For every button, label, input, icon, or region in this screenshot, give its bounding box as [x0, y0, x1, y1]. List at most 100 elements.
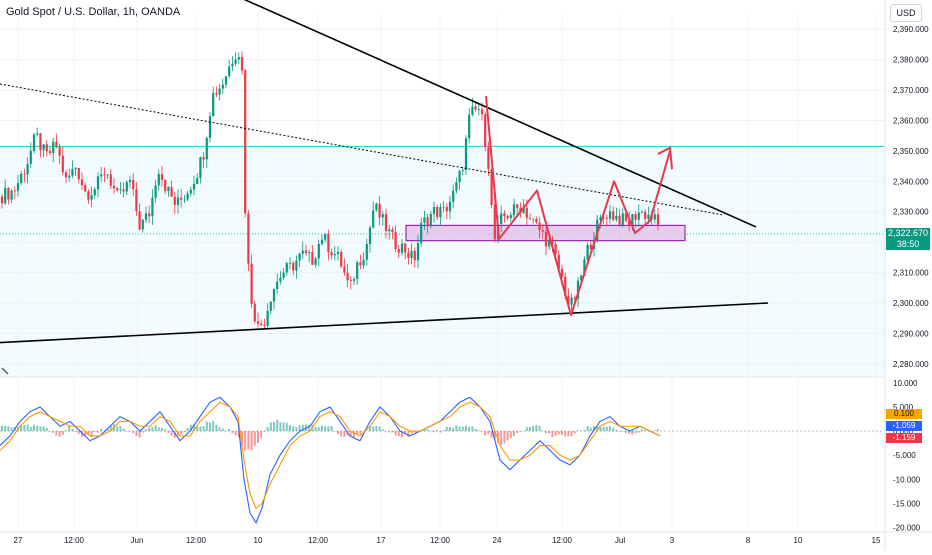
candle-body: [349, 280, 352, 282]
histogram-bar: [484, 431, 487, 436]
histogram-bar: [129, 431, 131, 432]
candle-body: [461, 170, 464, 171]
histogram-bar: [644, 430, 647, 432]
candle-body: [474, 106, 477, 110]
candle-body: [538, 222, 541, 231]
currency-button[interactable]: USD: [890, 4, 922, 22]
candle-body: [285, 263, 288, 273]
histogram-bar: [468, 426, 471, 432]
last-price-value: 2,322.670: [887, 228, 929, 238]
histogram-bar: [45, 428, 48, 432]
candle-body: [215, 93, 218, 95]
histogram-bar: [186, 427, 189, 432]
histogram-bar: [429, 430, 432, 432]
histogram-bar: [250, 431, 253, 451]
histogram-bar: [55, 431, 58, 436]
histogram-bar: [276, 419, 279, 432]
candle-body: [208, 116, 212, 138]
candle-body: [272, 289, 276, 302]
candle-body: [96, 176, 100, 190]
lines: [0, 0, 769, 375]
ind-y-tick-label: -15.000: [893, 499, 921, 508]
candle-body: [125, 182, 128, 192]
y-tick-label: 2,310.000: [893, 269, 929, 278]
histogram-bar: [356, 431, 359, 435]
histogram-bar: [298, 425, 301, 432]
candle-body: [106, 174, 109, 176]
candle-body: [618, 215, 621, 225]
histogram-bar: [324, 426, 327, 432]
histogram-bar: [180, 431, 183, 435]
histogram-bar: [269, 422, 272, 432]
candle-body: [29, 150, 32, 164]
histogram-bar: [314, 426, 317, 432]
x-tick-label: 3: [670, 536, 675, 545]
candle-body: [352, 279, 356, 281]
x-tick-label: 17: [377, 536, 386, 545]
histogram-bar: [506, 431, 509, 441]
candle-body: [64, 172, 68, 178]
histogram-bar: [378, 426, 381, 432]
candle-body: [468, 114, 471, 139]
candle-body: [455, 182, 458, 191]
candle-body: [532, 218, 535, 220]
candle-body: [304, 250, 308, 253]
histogram-bar: [359, 431, 362, 435]
histogram-bar: [327, 426, 330, 432]
histogram-bar: [628, 431, 631, 434]
candle-body: [205, 137, 208, 160]
histogram-bar: [500, 431, 503, 446]
histogram-bar: [369, 426, 371, 432]
candle-body: [196, 177, 199, 184]
histogram-bar: [90, 431, 93, 437]
candle-body: [442, 206, 445, 208]
histogram-bar: [497, 431, 499, 443]
histogram-bar: [519, 431, 522, 432]
histogram-bar: [433, 431, 435, 433]
candle-body: [269, 301, 272, 311]
histogram-bar: [612, 427, 615, 432]
histogram-bar: [513, 431, 515, 436]
histogram-bar: [609, 426, 611, 432]
candle-body: [144, 213, 148, 220]
histogram-bar: [145, 429, 147, 432]
candle-body: [439, 207, 442, 218]
histogram-bar: [458, 426, 461, 432]
histogram-bar: [449, 427, 451, 432]
histogram-bar: [404, 431, 407, 435]
histogram-bar: [234, 431, 237, 436]
candle-body: [279, 277, 282, 282]
x-tick-label: 15: [872, 536, 881, 545]
candle-body: [621, 213, 624, 225]
histogram-bar: [439, 431, 442, 433]
ind-y-tick-label: 5.000: [893, 403, 914, 412]
histogram-bar: [23, 424, 26, 432]
indicator-badge-histogram: 0.100: [886, 409, 922, 419]
y-tick-label: 2,350.000: [893, 147, 929, 156]
histogram-bar: [522, 430, 525, 432]
candle-body: [42, 144, 45, 150]
histogram-bar: [285, 422, 288, 432]
histogram-bar: [135, 431, 138, 436]
histogram-bar: [551, 431, 554, 438]
histogram-bar: [362, 431, 365, 432]
candle-body: [84, 185, 87, 192]
histogram-bar: [365, 430, 368, 432]
candle-body: [420, 222, 423, 244]
histogram-bar: [109, 425, 112, 432]
candle-body: [237, 57, 240, 60]
histogram-bar: [372, 426, 375, 432]
histogram-bar: [202, 426, 205, 432]
histogram-bar: [493, 431, 496, 439]
histogram-bar: [116, 426, 119, 432]
candle-body: [234, 59, 237, 64]
histogram-bar: [138, 431, 141, 438]
candle-body: [247, 213, 250, 264]
bar-countdown: 38:50: [896, 239, 920, 249]
candle-body: [612, 211, 615, 220]
histogram-bar: [580, 430, 583, 432]
histogram-bar: [621, 431, 624, 432]
